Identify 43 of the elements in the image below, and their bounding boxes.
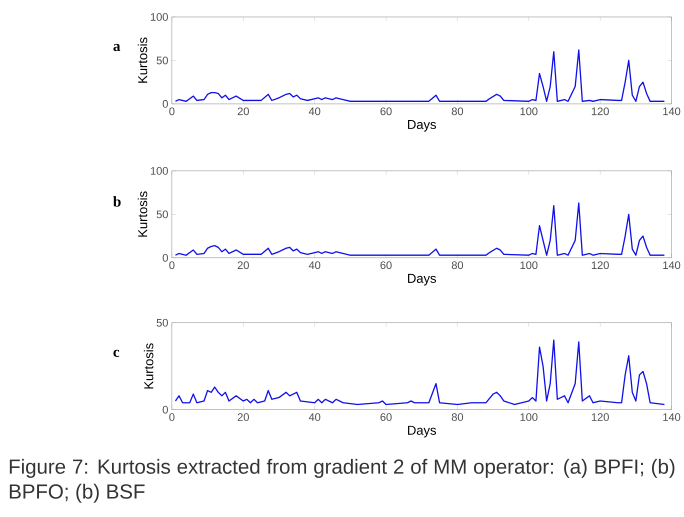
x-tick-label: 120 (592, 262, 609, 270)
x-tick-label: 100 (520, 413, 538, 422)
y-tick-label: 50 (156, 56, 168, 64)
x-tick-label: 60 (380, 413, 392, 422)
x-tick-label: 20 (238, 262, 249, 270)
y-tick-label: 0 (162, 254, 168, 262)
x-axis-title: Days (408, 426, 436, 438)
y-tick-label: 0 (162, 406, 168, 414)
x-tick-label: 0 (169, 108, 174, 116)
x-tick-label: 80 (452, 262, 464, 270)
y-tick-label: 50 (156, 210, 168, 218)
x-tick-label: 80 (452, 413, 464, 422)
caption: Figure 7: Kurtosis extracted from gradient 2 of MM operator: (a) BPFI; (b) BPFO; (b) BSF (10, 459, 674, 503)
text: b (113, 196, 121, 207)
x-tick-label: 20 (238, 108, 249, 116)
y-tick-label: 100 (150, 167, 168, 175)
x-tick-label: 20 (238, 413, 249, 422)
x-tick-label: 140 (663, 108, 680, 116)
line-series (174, 340, 666, 406)
x-tick-label: 100 (520, 262, 538, 270)
x-tick-label: 0 (169, 262, 174, 270)
y-axis-title: Kurtosis (138, 192, 148, 237)
y-axis-title: Kurtosis (138, 38, 148, 83)
x-tick-label: 0 (169, 413, 174, 422)
x-tick-label: 120 (592, 413, 609, 422)
x-tick-label: 60 (380, 108, 392, 116)
y-tick-label: 100 (150, 13, 168, 22)
x-tick-label: 80 (452, 108, 464, 116)
x-tick-label: 140 (663, 413, 680, 422)
x-tick-label: 40 (308, 262, 320, 270)
text: c (113, 350, 120, 358)
x-tick-label: 120 (592, 108, 609, 116)
x-tick-label: 100 (520, 108, 538, 116)
x-axis-title: Days (408, 120, 436, 132)
x-tick-label: 60 (380, 262, 392, 270)
x-axis-title: Days (408, 274, 436, 286)
y-axis-title: Kurtosis (144, 344, 154, 389)
y-tick-label: 0 (162, 100, 168, 108)
text: a (113, 44, 120, 52)
x-tick-label: 40 (308, 413, 320, 422)
x-tick-label: 40 (308, 108, 320, 116)
x-tick-label: 140 (663, 262, 680, 270)
y-tick-label: 50 (156, 319, 168, 327)
